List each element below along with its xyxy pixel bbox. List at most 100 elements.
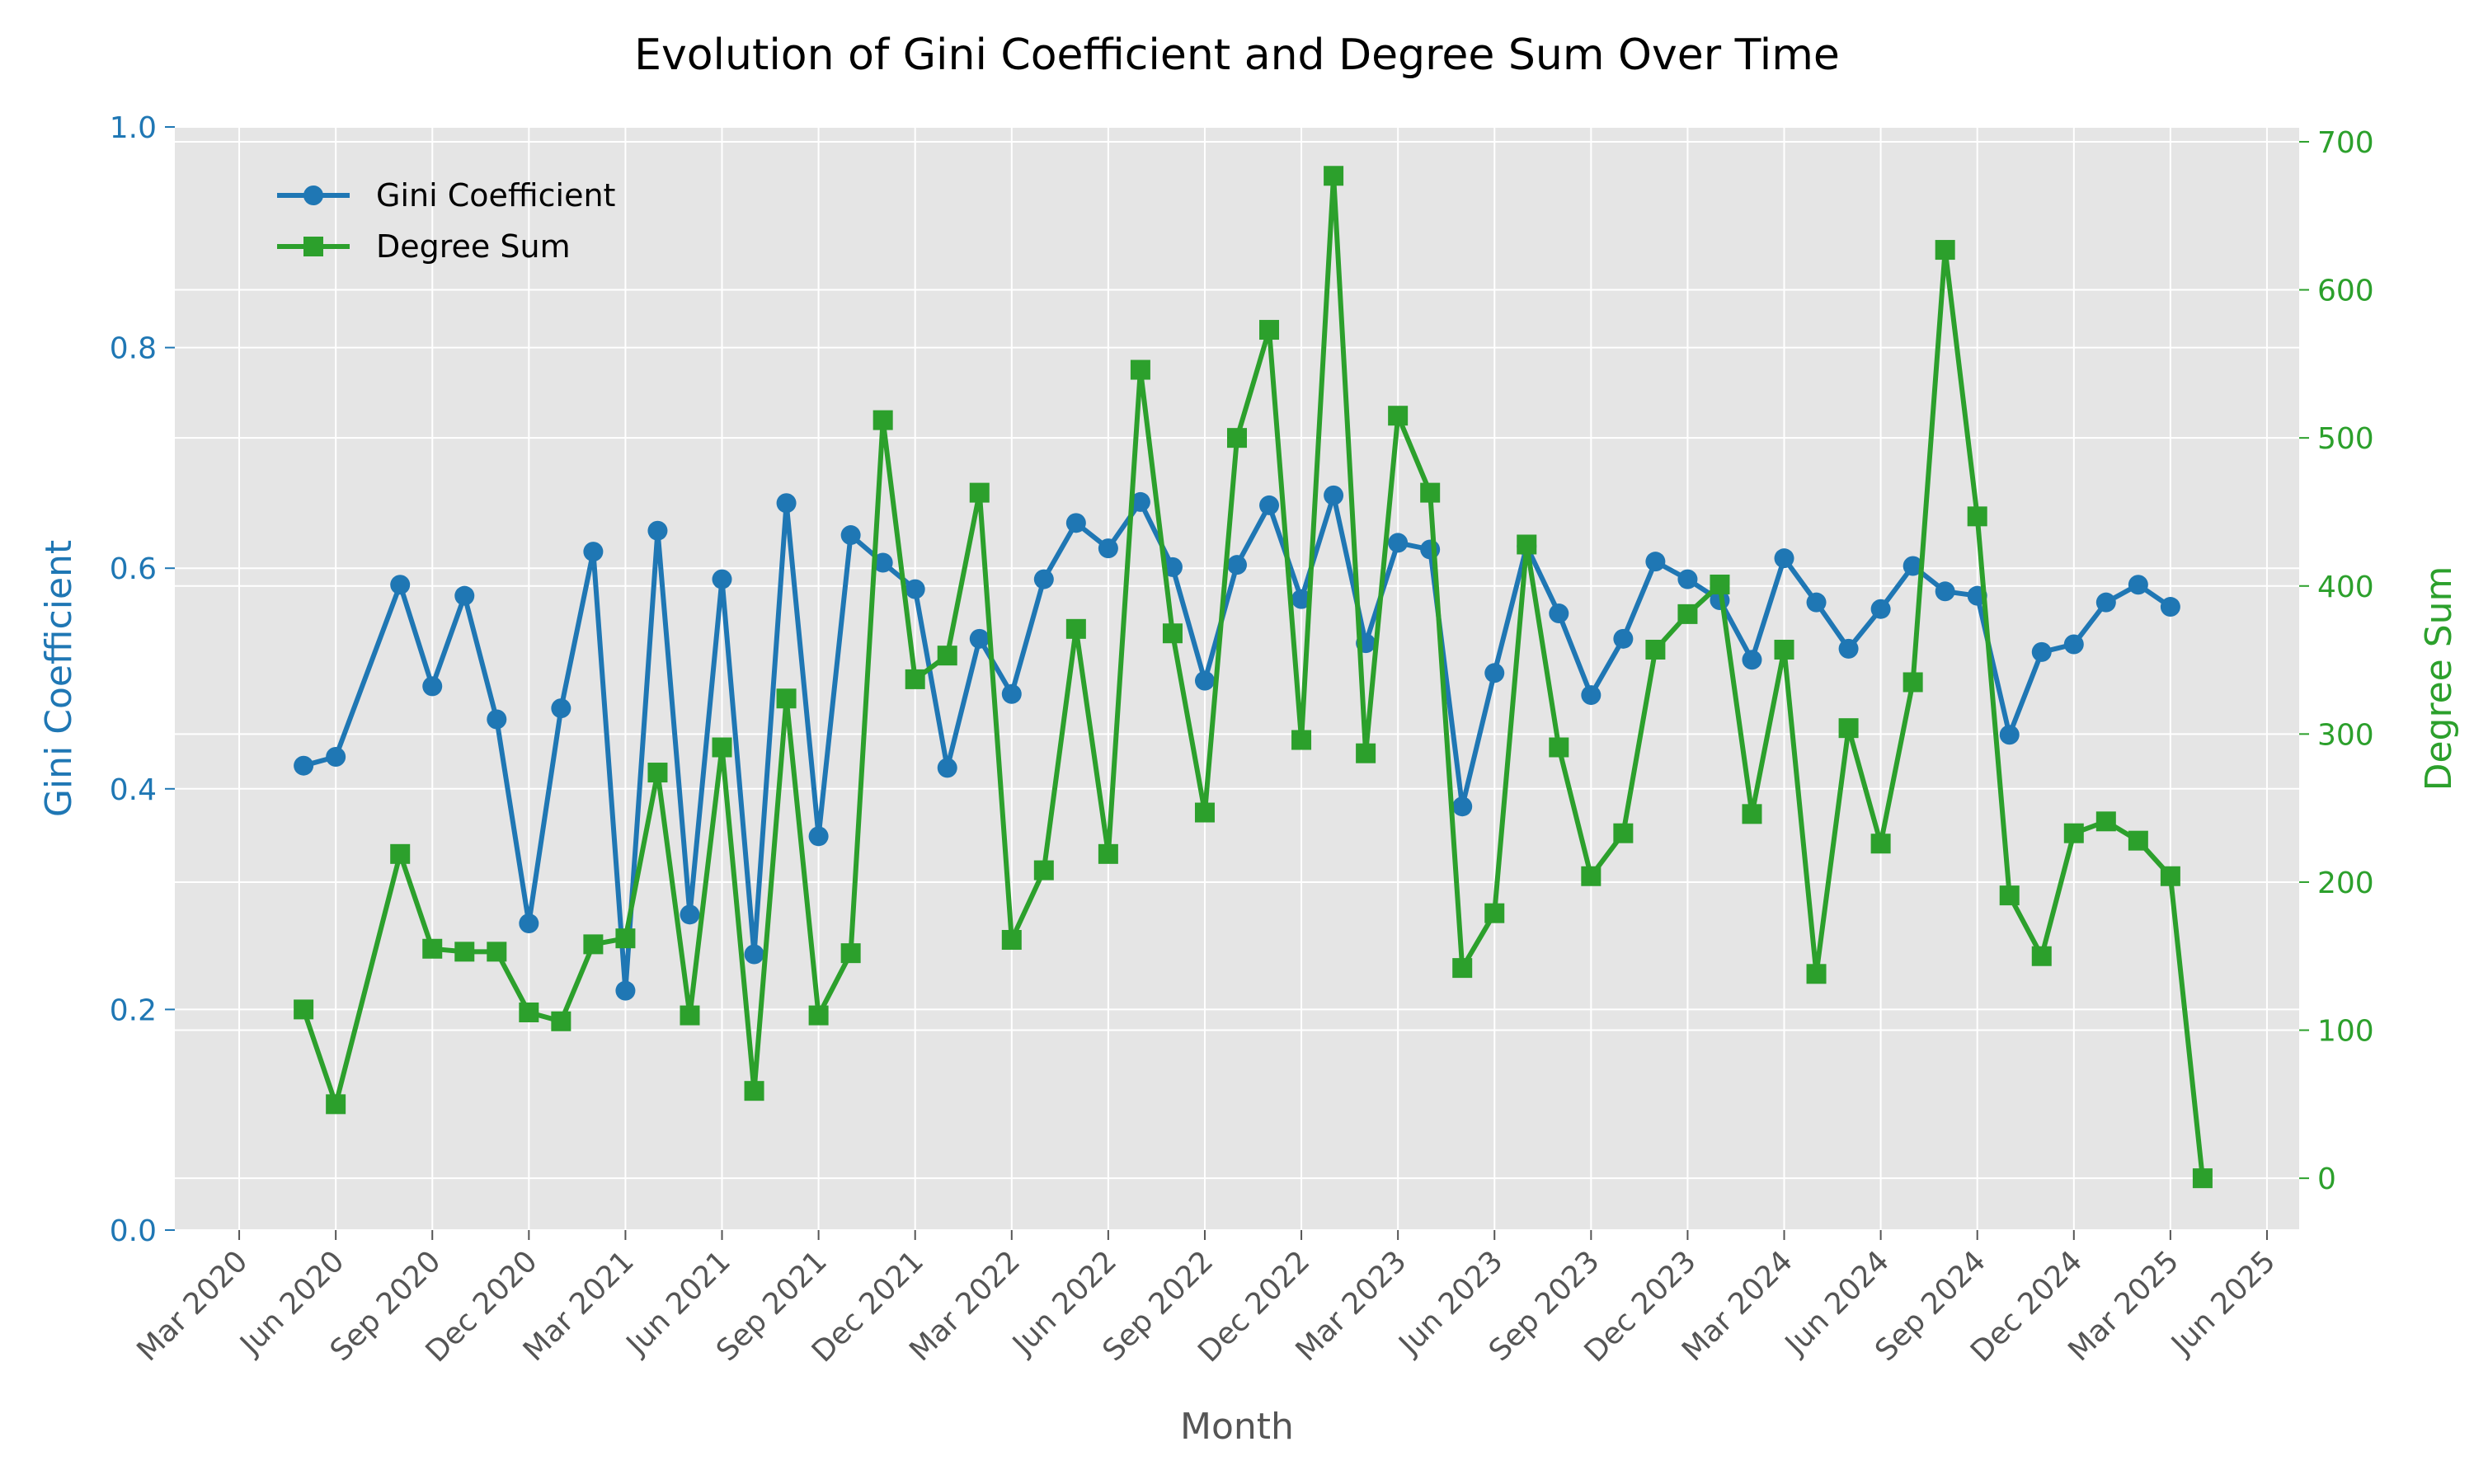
degree-point xyxy=(1967,506,1987,527)
gini-point xyxy=(937,758,957,778)
degree-point xyxy=(647,763,668,783)
gini-point xyxy=(1742,650,1762,670)
gini-point xyxy=(1065,513,1086,533)
gini-point xyxy=(1999,725,2020,745)
gini-point xyxy=(647,520,668,541)
degree-point xyxy=(615,928,636,949)
degree-point xyxy=(2192,1168,2213,1189)
degree-point xyxy=(1774,639,1794,660)
y-axis-right-label: Degree Sum xyxy=(2418,566,2460,791)
degree-point xyxy=(1870,834,1891,854)
legend-degree-marker xyxy=(303,237,323,256)
degree-point xyxy=(1581,866,1602,886)
degree-point xyxy=(519,1002,539,1022)
degree-point xyxy=(840,943,861,964)
degree-point xyxy=(712,737,732,758)
gini-point xyxy=(905,579,925,599)
y-right-tick-label: 300 xyxy=(2317,718,2374,752)
series-line-gini-coefficient xyxy=(303,492,2172,993)
degree-point xyxy=(1710,574,1730,594)
degree-point xyxy=(2063,823,2084,843)
gini-point xyxy=(776,493,797,514)
degree-point xyxy=(872,410,893,430)
gini-point xyxy=(1838,638,1859,659)
degree-point xyxy=(1613,823,1634,843)
degree-point xyxy=(1194,802,1215,823)
degree-point xyxy=(390,843,411,864)
gini-point xyxy=(487,709,507,730)
gini-point xyxy=(2031,641,2052,662)
gini-point xyxy=(1484,663,1505,683)
degree-point xyxy=(1838,718,1859,739)
gini-point xyxy=(1870,599,1891,619)
degree-point xyxy=(969,482,990,503)
degree-point xyxy=(326,1094,346,1115)
gini-point xyxy=(519,913,539,934)
degree-point xyxy=(294,999,314,1020)
degree-point xyxy=(1742,804,1762,824)
legend-gini-marker xyxy=(303,186,323,205)
gini-point xyxy=(1324,485,1344,505)
gini-point xyxy=(2160,597,2180,618)
degree-point xyxy=(1999,885,2020,906)
gini-point xyxy=(1033,569,1054,589)
degree-point xyxy=(1291,730,1312,750)
degree-point xyxy=(1324,166,1344,186)
y-right-tick-label: 700 xyxy=(2317,126,2374,160)
gini-point xyxy=(840,525,861,546)
gini-point xyxy=(1388,533,1409,553)
y-left-tick-label: 0.2 xyxy=(110,993,157,1027)
gini-point xyxy=(1613,628,1634,649)
gini-point xyxy=(390,575,411,595)
gini-point xyxy=(1452,796,1473,817)
degree-point xyxy=(422,938,443,959)
y-right-tick-label: 100 xyxy=(2317,1015,2374,1049)
x-axis-label: Month xyxy=(1180,1406,1294,1448)
gini-point xyxy=(1806,592,1827,613)
degree-point xyxy=(1259,320,1280,340)
gini-point xyxy=(680,904,700,925)
gini-point xyxy=(1549,603,1569,624)
gini-point xyxy=(1581,685,1602,706)
degree-point xyxy=(454,942,475,962)
gini-point xyxy=(1162,556,1183,577)
gini-point xyxy=(422,676,443,697)
gini-point xyxy=(969,628,990,649)
degree-point xyxy=(1484,903,1505,923)
left-axis-ticks: 0.0 0.2 0.4 0.6 0.8 1.0 xyxy=(110,111,175,1248)
degree-point xyxy=(551,1011,571,1031)
gini-point xyxy=(1227,555,1247,575)
degree-point xyxy=(1420,482,1441,503)
legend-gini-label: Gini Coefficient xyxy=(376,177,615,214)
y-right-tick-label: 500 xyxy=(2317,422,2374,456)
degree-point xyxy=(1098,843,1118,864)
gini-point xyxy=(294,755,314,776)
gini-point xyxy=(808,826,829,847)
degree-point xyxy=(808,1005,829,1026)
y-axis-left-label: Gini Coefficient xyxy=(38,540,80,817)
y-right-tick-label: 600 xyxy=(2317,275,2374,308)
gini-point xyxy=(2128,575,2148,595)
degree-point xyxy=(1033,860,1054,881)
x-tick-label: Jun 2025 xyxy=(2164,1244,2282,1362)
y-left-tick-label: 1.0 xyxy=(110,111,157,145)
legend: Gini Coefficient Degree Sum xyxy=(277,177,615,265)
degree-point xyxy=(1162,623,1183,644)
degree-point xyxy=(1935,240,1955,261)
y-left-tick-label: 0.4 xyxy=(110,773,157,807)
degree-point xyxy=(1388,406,1409,426)
degree-point xyxy=(487,942,507,962)
degree-point xyxy=(2031,946,2052,966)
degree-point xyxy=(2095,811,2116,832)
gini-point xyxy=(1098,538,1118,559)
gini-point xyxy=(615,980,636,1001)
gini-point xyxy=(2063,634,2084,655)
series-layer xyxy=(294,166,2213,1189)
gini-point xyxy=(872,552,893,573)
gini-point xyxy=(583,542,604,562)
degree-point xyxy=(2160,866,2180,886)
degree-point xyxy=(744,1081,764,1101)
y-left-tick-label: 0.6 xyxy=(110,552,157,586)
